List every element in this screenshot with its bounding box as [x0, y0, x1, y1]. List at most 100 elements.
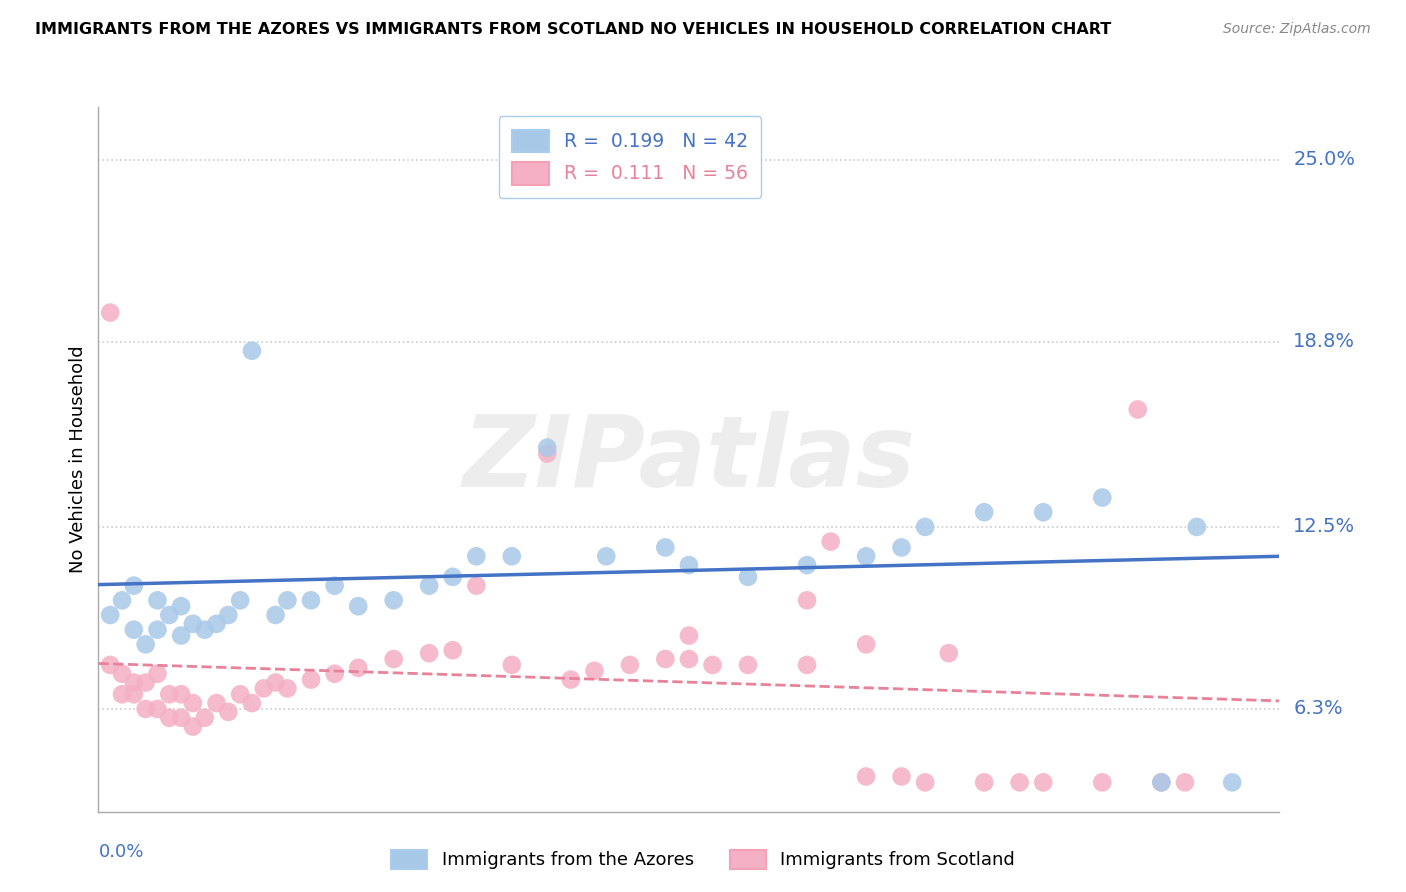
- Point: [170, 599, 193, 614]
- Point: [299, 593, 322, 607]
- Point: [122, 687, 145, 701]
- Point: [170, 687, 193, 701]
- Point: [855, 549, 877, 564]
- Point: [229, 593, 252, 607]
- Point: [323, 579, 346, 593]
- Point: [111, 687, 134, 701]
- Point: [678, 628, 700, 642]
- Point: [501, 549, 523, 564]
- Point: [890, 541, 912, 555]
- Point: [890, 769, 912, 784]
- Point: [441, 643, 464, 657]
- Point: [938, 646, 960, 660]
- Point: [157, 687, 180, 701]
- Point: [1220, 775, 1243, 789]
- Point: [122, 623, 145, 637]
- Point: [240, 343, 263, 358]
- Point: [146, 702, 169, 716]
- Point: [382, 652, 405, 666]
- Point: [796, 558, 818, 573]
- Point: [737, 570, 759, 584]
- Point: [217, 705, 239, 719]
- Point: [181, 720, 204, 734]
- Point: [678, 652, 700, 666]
- Point: [418, 646, 440, 660]
- Text: 6.3%: 6.3%: [1294, 699, 1343, 718]
- Point: [465, 549, 488, 564]
- Point: [135, 637, 157, 651]
- Point: [1032, 505, 1054, 519]
- Point: [465, 579, 488, 593]
- Point: [111, 593, 134, 607]
- Point: [914, 775, 936, 789]
- Point: [382, 593, 405, 607]
- Point: [122, 579, 145, 593]
- Point: [1174, 775, 1197, 789]
- Point: [194, 711, 217, 725]
- Point: [264, 607, 287, 622]
- Point: [796, 657, 818, 672]
- Point: [157, 711, 180, 725]
- Point: [678, 558, 700, 573]
- Point: [1091, 491, 1114, 505]
- Point: [914, 520, 936, 534]
- Point: [619, 657, 641, 672]
- Point: [276, 593, 298, 607]
- Point: [855, 637, 877, 651]
- Point: [299, 673, 322, 687]
- Point: [560, 673, 582, 687]
- Point: [418, 579, 440, 593]
- Point: [820, 534, 842, 549]
- Point: [135, 675, 157, 690]
- Point: [170, 628, 193, 642]
- Legend: R =  0.199   N = 42, R =  0.111   N = 56: R = 0.199 N = 42, R = 0.111 N = 56: [499, 117, 761, 198]
- Point: [323, 666, 346, 681]
- Point: [654, 652, 676, 666]
- Point: [170, 711, 193, 725]
- Point: [157, 607, 180, 622]
- Point: [146, 623, 169, 637]
- Point: [253, 681, 276, 696]
- Point: [240, 696, 263, 710]
- Point: [217, 607, 239, 622]
- Point: [347, 599, 370, 614]
- Text: Source: ZipAtlas.com: Source: ZipAtlas.com: [1223, 22, 1371, 37]
- Text: 0.0%: 0.0%: [98, 844, 143, 862]
- Point: [973, 775, 995, 789]
- Point: [229, 687, 252, 701]
- Point: [135, 702, 157, 716]
- Point: [181, 616, 204, 631]
- Point: [98, 657, 121, 672]
- Point: [122, 675, 145, 690]
- Point: [702, 657, 724, 672]
- Point: [205, 696, 228, 710]
- Text: 25.0%: 25.0%: [1294, 151, 1355, 169]
- Point: [1091, 775, 1114, 789]
- Y-axis label: No Vehicles in Household: No Vehicles in Household: [69, 345, 87, 574]
- Point: [501, 657, 523, 672]
- Point: [1032, 775, 1054, 789]
- Point: [1150, 775, 1173, 789]
- Point: [560, 159, 582, 173]
- Text: IMMIGRANTS FROM THE AZORES VS IMMIGRANTS FROM SCOTLAND NO VEHICLES IN HOUSEHOLD : IMMIGRANTS FROM THE AZORES VS IMMIGRANTS…: [35, 22, 1111, 37]
- Point: [205, 616, 228, 631]
- Point: [737, 657, 759, 672]
- Point: [194, 623, 217, 637]
- Point: [111, 666, 134, 681]
- Point: [1126, 402, 1149, 417]
- Point: [855, 769, 877, 784]
- Point: [973, 505, 995, 519]
- Point: [583, 664, 606, 678]
- Point: [181, 696, 204, 710]
- Point: [276, 681, 298, 696]
- Point: [441, 570, 464, 584]
- Legend: Immigrants from the Azores, Immigrants from Scotland: Immigrants from the Azores, Immigrants f…: [382, 840, 1024, 879]
- Text: ZIPatlas: ZIPatlas: [463, 411, 915, 508]
- Point: [1008, 775, 1031, 789]
- Point: [146, 666, 169, 681]
- Point: [347, 661, 370, 675]
- Point: [595, 549, 617, 564]
- Point: [264, 675, 287, 690]
- Point: [1150, 775, 1173, 789]
- Point: [98, 607, 121, 622]
